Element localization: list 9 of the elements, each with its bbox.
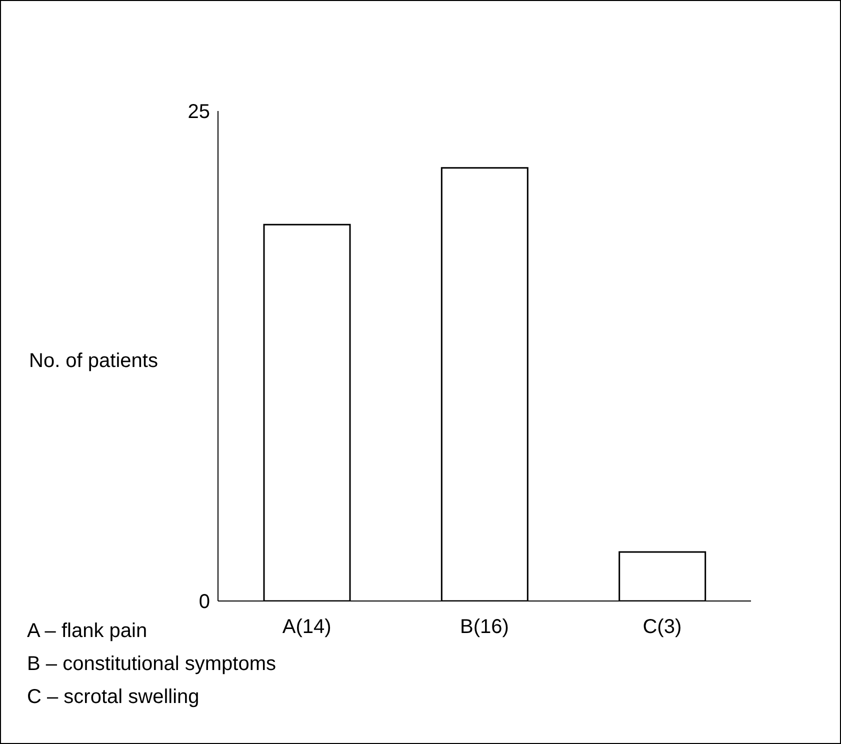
text: A – flank pain [27,620,148,643]
x-tick-label: A(14) [282,616,332,638]
y-axis-title: No. of patients [29,350,158,373]
text: C – scrotal swelling [27,686,200,709]
x-tick-label: B(16) [460,616,509,638]
x-tick-label: C(3) [642,616,682,638]
y-tick-label: 25 [188,101,210,124]
text: B – constitutional symptoms [27,653,276,676]
y-tick-label: 0 [198,591,210,614]
